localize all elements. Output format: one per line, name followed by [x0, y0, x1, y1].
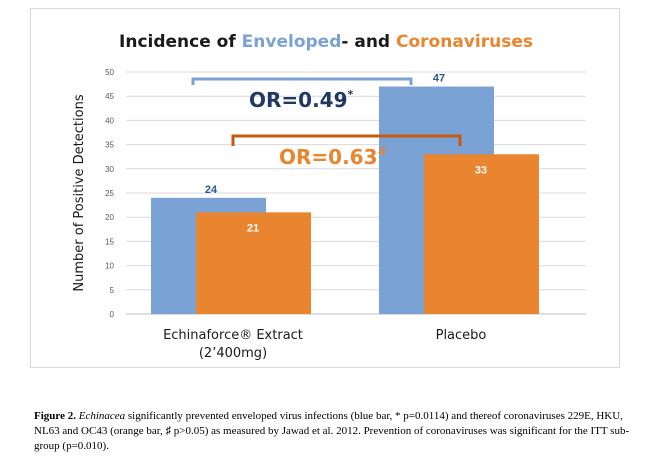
odds-ratio-corona-text: OR=0.63 [279, 145, 378, 169]
y-tick-label: 45 [105, 92, 114, 101]
y-axis-label: Number of Positive Detections [72, 94, 87, 291]
caption-italic: Echinacea [78, 410, 126, 422]
bars [151, 86, 539, 315]
bracket-corona [231, 134, 462, 146]
odds-ratio-enveloped-sup: * [348, 88, 354, 101]
y-tick-label: 50 [105, 68, 114, 77]
odds-ratio-corona-sup: # [378, 145, 387, 158]
odds-ratio-corona: OR=0.63# [279, 145, 387, 169]
caption-label: Figure 2. [34, 410, 76, 422]
figure-caption: Figure 2. Echinacea significantly preven… [34, 409, 634, 454]
chart-frame: Incidence of Enveloped- and Coronaviruse… [30, 8, 620, 368]
x-category-label: Placebo [436, 328, 487, 343]
bar [196, 212, 311, 314]
bar [424, 154, 539, 314]
y-tick-label: 30 [105, 165, 114, 174]
y-tick-label: 0 [110, 310, 115, 319]
x-category-label: Echinaforce® Extract [163, 328, 303, 343]
labels: Incidence of Enveloped- and Coronaviruse… [72, 32, 533, 361]
odds-ratio-enveloped: OR=0.49* [249, 88, 354, 112]
caption-text: significantly prevented enveloped virus … [34, 410, 630, 452]
y-tick-label: 25 [105, 189, 114, 198]
chart-title-part: - and [341, 32, 396, 52]
bar-value-label: 47 [433, 73, 445, 85]
bar-value-label: 33 [475, 164, 487, 176]
y-tick-label: 10 [105, 262, 114, 271]
chart-title-part: Incidence of [119, 32, 242, 52]
x-category-label-line2: (2’400mg) [199, 346, 267, 361]
chart-title-part: Coronaviruses [396, 32, 533, 52]
bracket-enveloped [191, 77, 413, 85]
y-tick-label: 5 [110, 286, 115, 295]
chart-title: Incidence of Enveloped- and Coronaviruse… [119, 32, 533, 52]
odds-ratio-enveloped-text: OR=0.49 [249, 88, 348, 112]
bar-value-label: 24 [205, 184, 218, 196]
y-tick-label: 15 [105, 237, 114, 246]
chart-title-part: Enveloped [242, 32, 342, 52]
y-tick-label: 35 [105, 141, 114, 150]
bar-value-label: 21 [247, 222, 259, 234]
y-tick-label: 20 [105, 213, 114, 222]
y-tick-label: 40 [105, 116, 114, 125]
bar-chart: Incidence of Enveloped- and Coronaviruse… [72, 32, 586, 361]
